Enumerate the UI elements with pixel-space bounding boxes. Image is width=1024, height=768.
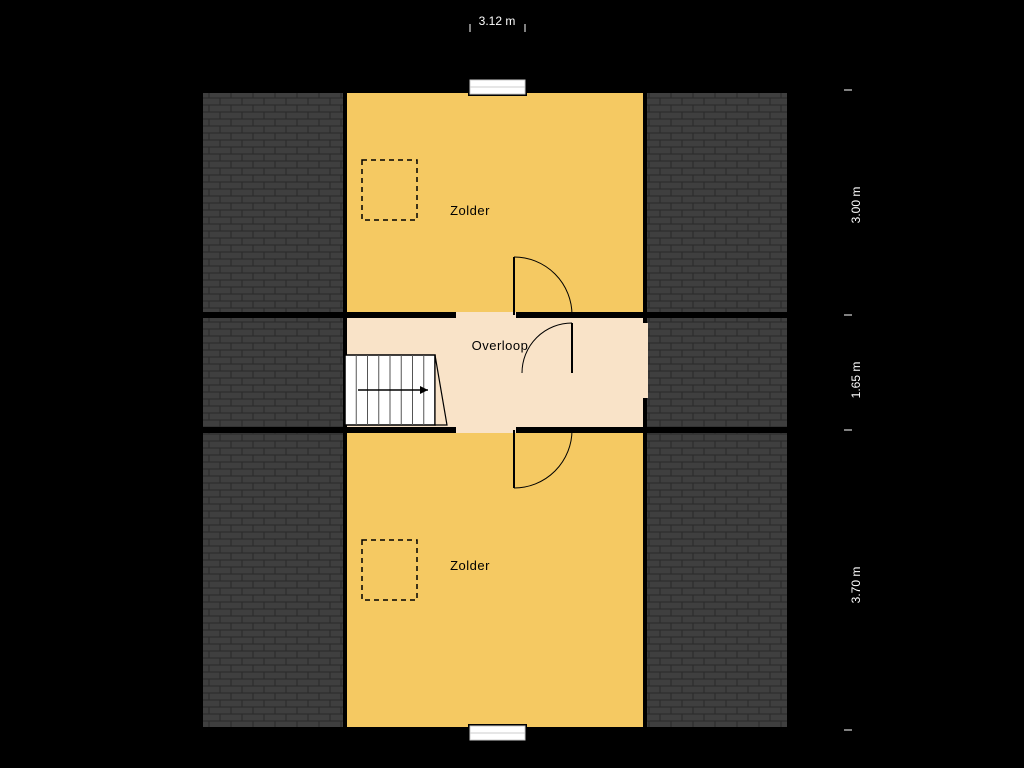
roof-left bbox=[203, 93, 345, 727]
overloop-label: Overloop bbox=[472, 338, 529, 353]
room-zolder-bottom bbox=[345, 430, 645, 730]
dimension-right-0: 3.00 m bbox=[849, 187, 863, 224]
roof-right bbox=[645, 93, 787, 727]
zolder-top-label: Zolder bbox=[450, 203, 490, 218]
dimension-right-2: 3.70 m bbox=[849, 567, 863, 604]
zolder-bottom-label: Zolder bbox=[450, 558, 490, 573]
room-zolder-top bbox=[345, 90, 645, 315]
dimension-top: 3.12 m bbox=[479, 14, 516, 28]
dimension-right-1: 1.65 m bbox=[849, 362, 863, 399]
